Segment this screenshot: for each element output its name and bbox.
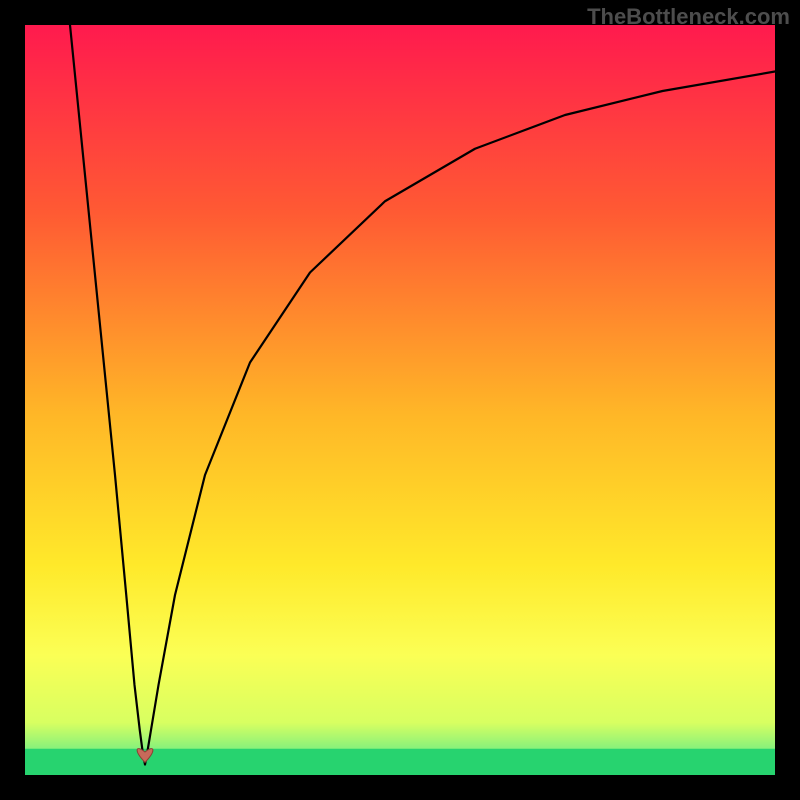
watermark-text: TheBottleneck.com (587, 4, 790, 30)
chart-frame: TheBottleneck.com (0, 0, 800, 800)
gradient-background (25, 25, 775, 775)
chart-canvas (25, 25, 775, 775)
plot-area (25, 25, 775, 775)
